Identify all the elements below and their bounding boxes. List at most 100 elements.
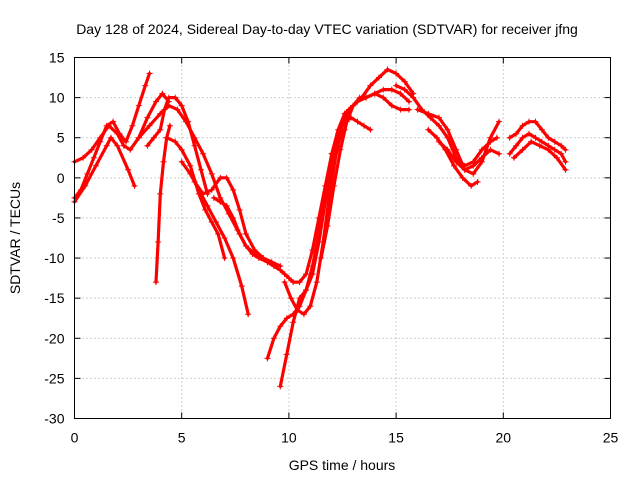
- data-point: [144, 114, 151, 121]
- data-point: [290, 279, 297, 286]
- data-point: [157, 110, 164, 117]
- data-point: [526, 130, 533, 137]
- data-point: [538, 126, 545, 133]
- data-point: [146, 70, 153, 77]
- grid: [74, 57, 611, 419]
- y-tick-label: 15: [49, 50, 65, 66]
- data-point: [84, 170, 91, 177]
- data-point: [341, 126, 348, 133]
- data-point: [114, 130, 121, 137]
- data-point: [433, 134, 440, 141]
- data-point: [532, 134, 539, 141]
- data-point: [474, 178, 481, 185]
- data-point: [165, 94, 172, 101]
- data-point: [393, 70, 400, 77]
- data-point: [397, 90, 404, 97]
- data-point: [551, 138, 558, 145]
- data-point: [187, 162, 194, 169]
- data-point: [217, 174, 224, 181]
- x-tick-label: 25: [603, 430, 619, 446]
- data-point: [487, 134, 494, 141]
- data-point: [215, 230, 222, 237]
- data-point: [545, 146, 552, 153]
- series-sat-w: [511, 138, 569, 173]
- series-line: [278, 144, 340, 388]
- data-point: [182, 118, 189, 125]
- series-sat-v: [506, 130, 569, 165]
- data-point: [110, 118, 117, 125]
- data-point: [213, 218, 220, 225]
- data-point: [191, 134, 198, 141]
- series-line: [212, 196, 278, 268]
- data-point: [281, 271, 288, 278]
- data-point: [144, 142, 151, 149]
- y-tick-label: -5: [52, 210, 65, 226]
- data-point: [496, 118, 503, 125]
- data-point: [487, 146, 494, 153]
- data-point: [318, 255, 325, 262]
- data-point: [80, 154, 87, 161]
- data-point: [519, 134, 526, 141]
- data-point: [397, 106, 404, 113]
- x-axis-label: GPS time / hours: [289, 457, 396, 473]
- data-point: [165, 102, 172, 109]
- data-point: [315, 239, 322, 246]
- data-point: [150, 134, 157, 141]
- data-point: [558, 150, 565, 157]
- data-point: [243, 230, 250, 237]
- data-point: [356, 94, 363, 101]
- axes: 0 5 10 15 20 25 -30 -25 -20 -15 -10 -5 0 5 10 15: [44, 50, 618, 446]
- x-tick-label: 0: [71, 430, 79, 446]
- data-point: [562, 166, 569, 173]
- data-point: [551, 146, 558, 153]
- data-point: [526, 118, 533, 125]
- series-sat-d: [152, 122, 173, 286]
- data-point: [328, 166, 335, 173]
- series-layer: [71, 66, 569, 390]
- data-point: [335, 130, 342, 137]
- data-point: [249, 251, 256, 258]
- data-point: [82, 182, 89, 189]
- data-point: [103, 142, 110, 149]
- data-point: [425, 110, 432, 117]
- data-point: [562, 146, 569, 153]
- y-tick-label: -15: [44, 290, 64, 306]
- series-sat-n: [328, 114, 374, 157]
- data-point: [283, 351, 290, 358]
- series-sat-k: [264, 66, 417, 286]
- data-point: [142, 82, 149, 89]
- data-point: [414, 106, 421, 113]
- data-point: [313, 279, 320, 286]
- data-point: [513, 142, 520, 149]
- data-point: [461, 166, 468, 173]
- data-point: [435, 138, 442, 145]
- data-point: [405, 98, 412, 105]
- data-point: [545, 134, 552, 141]
- data-point: [277, 383, 284, 390]
- data-point: [264, 355, 271, 362]
- y-tick-label: -25: [44, 370, 64, 386]
- data-point: [324, 222, 331, 229]
- data-point: [208, 170, 215, 177]
- data-point: [528, 138, 535, 145]
- data-point: [135, 134, 142, 141]
- data-point: [236, 206, 243, 213]
- data-point: [300, 311, 307, 318]
- y-tick-label: 5: [57, 130, 65, 146]
- data-point: [470, 162, 477, 169]
- data-point: [92, 162, 99, 169]
- series-line: [508, 120, 568, 152]
- data-point: [453, 146, 460, 153]
- data-point: [178, 102, 185, 109]
- data-point: [468, 182, 475, 189]
- y-tick-label: 0: [57, 170, 65, 186]
- data-point: [506, 150, 513, 157]
- series-sat-t: [435, 138, 503, 173]
- data-point: [363, 94, 370, 101]
- data-point: [309, 271, 316, 278]
- data-point: [459, 174, 466, 181]
- data-point: [360, 122, 367, 129]
- data-point: [230, 214, 237, 221]
- data-point: [401, 86, 408, 93]
- data-point: [202, 206, 209, 213]
